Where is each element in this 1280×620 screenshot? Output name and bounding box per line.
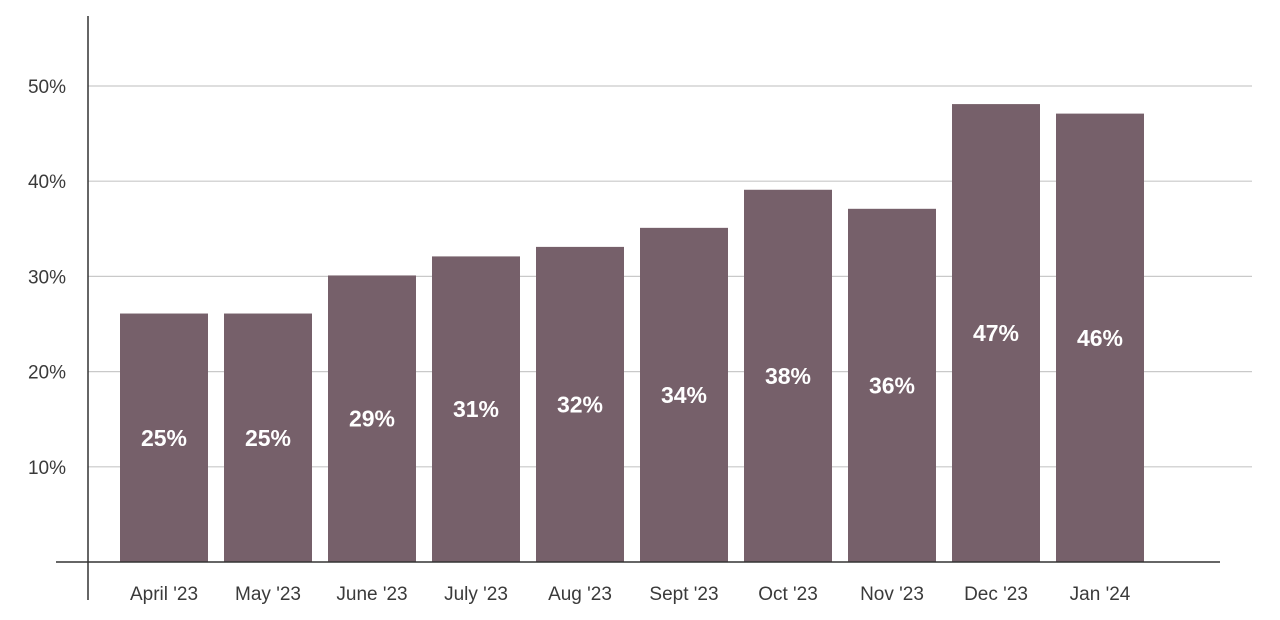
y-tick-label: 10%: [28, 458, 66, 479]
bar: [432, 256, 520, 562]
data-label: 31%: [453, 396, 499, 422]
data-label: 25%: [245, 425, 291, 451]
bar: [640, 227, 728, 562]
bar: [120, 313, 208, 562]
data-label: 29%: [349, 406, 395, 432]
y-tick-label: 40%: [28, 172, 66, 193]
y-tick-label: 50%: [28, 77, 66, 98]
data-labels: 25% 25% 29% 31% 32% 34% 38% 36% 47% 46%: [141, 320, 1123, 451]
bar: [848, 208, 936, 563]
data-label: 25%: [141, 425, 187, 451]
x-tick-label: Nov '23: [860, 584, 924, 605]
bar: [328, 275, 416, 562]
bars: [120, 104, 1144, 563]
bar: [536, 246, 624, 562]
bar: [224, 313, 312, 562]
y-tick-label: 30%: [28, 267, 66, 288]
x-tick-label: July '23: [444, 584, 508, 605]
data-label: 38%: [765, 363, 811, 389]
bar: [952, 104, 1040, 562]
x-tick-labels: April '23 May '23 June '23 July '23 Aug '23 S…: [130, 584, 1131, 605]
x-tick-label: Jan '24: [1070, 584, 1131, 605]
data-label: 47%: [973, 320, 1019, 346]
y-tick-label: 20%: [28, 363, 66, 384]
bar: [1056, 113, 1144, 562]
x-tick-label: May '23: [235, 584, 301, 605]
x-tick-label: Sept '23: [649, 584, 718, 605]
axes: [56, 16, 1220, 600]
data-label: 32%: [557, 391, 603, 417]
data-label: 34%: [661, 382, 707, 408]
bar: [744, 189, 832, 562]
y-tick-labels: 10% 20% 30% 40% 50%: [28, 77, 66, 479]
x-tick-label: April '23: [130, 584, 198, 605]
x-tick-label: June '23: [336, 584, 407, 605]
x-tick-label: Dec '23: [964, 584, 1028, 605]
x-tick-label: Aug '23: [548, 584, 612, 605]
x-tick-label: Oct '23: [758, 584, 818, 605]
data-label: 46%: [1077, 325, 1123, 351]
data-label: 36%: [869, 372, 915, 398]
